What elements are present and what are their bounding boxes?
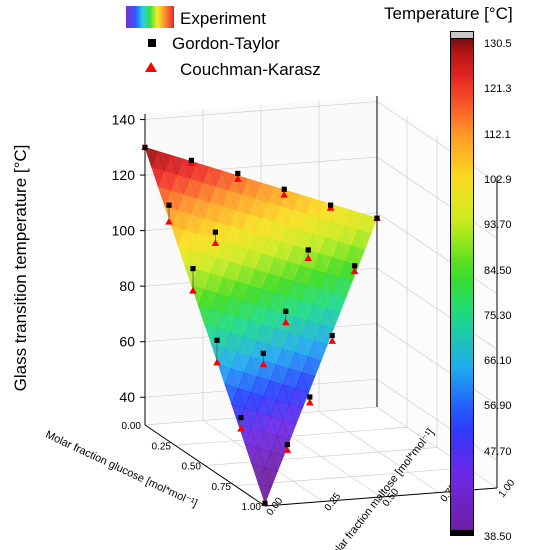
gordon-taylor-point (352, 263, 358, 269)
grid-line (376, 406, 498, 489)
surface-facet (282, 419, 297, 441)
colorbar-tick-label: 112.1 (484, 128, 511, 141)
surface-facet (326, 308, 341, 330)
couchman-karasz-point (282, 318, 290, 326)
y-tick-label: 0.25 (323, 491, 344, 513)
gordon-taylor-point (190, 265, 196, 272)
grid-line (234, 467, 468, 487)
surface-facet (264, 467, 278, 489)
z-tick-label: 140 (112, 112, 136, 128)
surface-facet (257, 483, 272, 505)
colorbar-tick-label: 84.50 (484, 264, 512, 277)
z-tick-label: 60 (119, 334, 135, 350)
legend-label-experiment: Experiment (180, 9, 266, 28)
x-tick-label: 0.75 (212, 482, 232, 493)
z-axis-label: Glass transition temperature [°C] (11, 145, 30, 392)
couchman-karasz-point (259, 360, 268, 368)
couchman-karasz-point (237, 424, 245, 432)
axis-line (144, 424, 266, 507)
couchman-karasz-point (304, 254, 312, 262)
gordon-taylor-point (262, 500, 268, 506)
couchman-karasz-point (280, 190, 288, 198)
surface-facet (313, 340, 328, 362)
gordon-taylor-point (284, 441, 290, 448)
gordon-taylor-point (260, 350, 266, 356)
legend-swatch-experiment (126, 6, 174, 28)
colorbar-tick-label: 93.70 (484, 219, 512, 232)
y-tick-label: 1.00 (497, 477, 518, 499)
couchman-karasz-point (350, 267, 359, 275)
colorbar-top-cap (451, 32, 473, 39)
surface-facet (301, 372, 316, 394)
colorbar-tick-label: 102.9 (484, 173, 512, 186)
gordon-taylor-markers (142, 144, 380, 506)
surface-facet (357, 229, 372, 251)
legend-label-gordon-taylor: Gordon-Taylor (172, 34, 280, 53)
surface-facet (270, 451, 285, 473)
surface-facet (363, 213, 378, 235)
legend-marker-couchman-karasz (145, 62, 157, 72)
gordon-taylor-point (305, 247, 311, 253)
colorbar-tick-label: 130.5 (484, 38, 512, 50)
x-tick-label: 0.25 (152, 441, 172, 452)
gordon-taylor-point (166, 202, 172, 208)
x-axis-label: Molar fraction glucose [mol*mol⁻¹] (44, 429, 200, 510)
colorbar (450, 31, 474, 536)
colorbar-tick-label: 66.10 (484, 355, 512, 368)
colorbar-tick-label: 121.3 (484, 83, 512, 96)
surface-facet (351, 245, 365, 267)
z-tick-label: 120 (112, 167, 136, 183)
legend-marker-gordon-taylor (148, 39, 156, 47)
colorbar-tick-label: 47.70 (484, 445, 512, 458)
colorbar-tick-label: 56.90 (484, 400, 512, 413)
legend: Experiment Gordon-Taylor Couchman-Karasz (126, 6, 321, 79)
gordon-taylor-point (142, 144, 148, 150)
x-tick-label: 0.50 (182, 462, 202, 473)
tg-surface (144, 146, 378, 505)
z-tick-label: 40 (119, 389, 135, 405)
gordon-taylor-point (188, 157, 194, 163)
colorbar-title: Temperature [°C] (384, 4, 513, 23)
couchman-karasz-point (328, 337, 336, 344)
gordon-taylor-point (235, 170, 241, 177)
z-tick-label: 80 (119, 278, 135, 294)
couchman-karasz-point (213, 358, 221, 366)
surface-facet (288, 403, 303, 425)
colorbar-tick-label: 38.50 (484, 531, 512, 543)
colorbar-bottom-cap (451, 530, 473, 535)
couchman-karasz-point (165, 217, 173, 225)
y-tick-label: 0.00 (265, 495, 286, 517)
couchman-karasz-point (283, 446, 292, 453)
surface-facet (295, 387, 309, 410)
gordon-taylor-point (212, 229, 218, 235)
couchman-karasz-point (189, 286, 197, 294)
gordon-taylor-point (374, 215, 380, 221)
gordon-taylor-point (281, 186, 287, 192)
gordon-taylor-point (328, 202, 334, 208)
gordon-taylor-point (238, 415, 244, 421)
grid-line (318, 411, 440, 493)
legend-label-couchman-karasz: Couchman-Karasz (180, 60, 321, 79)
colorbar-tick-label: 75.30 (484, 309, 512, 322)
x-tick-label: 0.00 (122, 421, 142, 432)
z-tick-label: 100 (112, 223, 136, 239)
gordon-taylor-point (307, 394, 313, 400)
gordon-taylor-point (214, 337, 220, 343)
x-tick-label: 1.00 (242, 502, 262, 513)
axis-lines (144, 96, 498, 507)
couchman-karasz-point (234, 174, 242, 182)
surface-facet (338, 277, 353, 299)
couchman-karasz-point (306, 398, 314, 406)
couchman-karasz-point (211, 239, 220, 247)
surface-facet (307, 356, 322, 378)
gordon-taylor-point (283, 308, 289, 314)
surface-facet (332, 292, 347, 315)
gordon-taylor-point (329, 332, 335, 339)
y-axis-label: Molar fraction maltose [mol*mol⁻¹] (325, 427, 437, 550)
